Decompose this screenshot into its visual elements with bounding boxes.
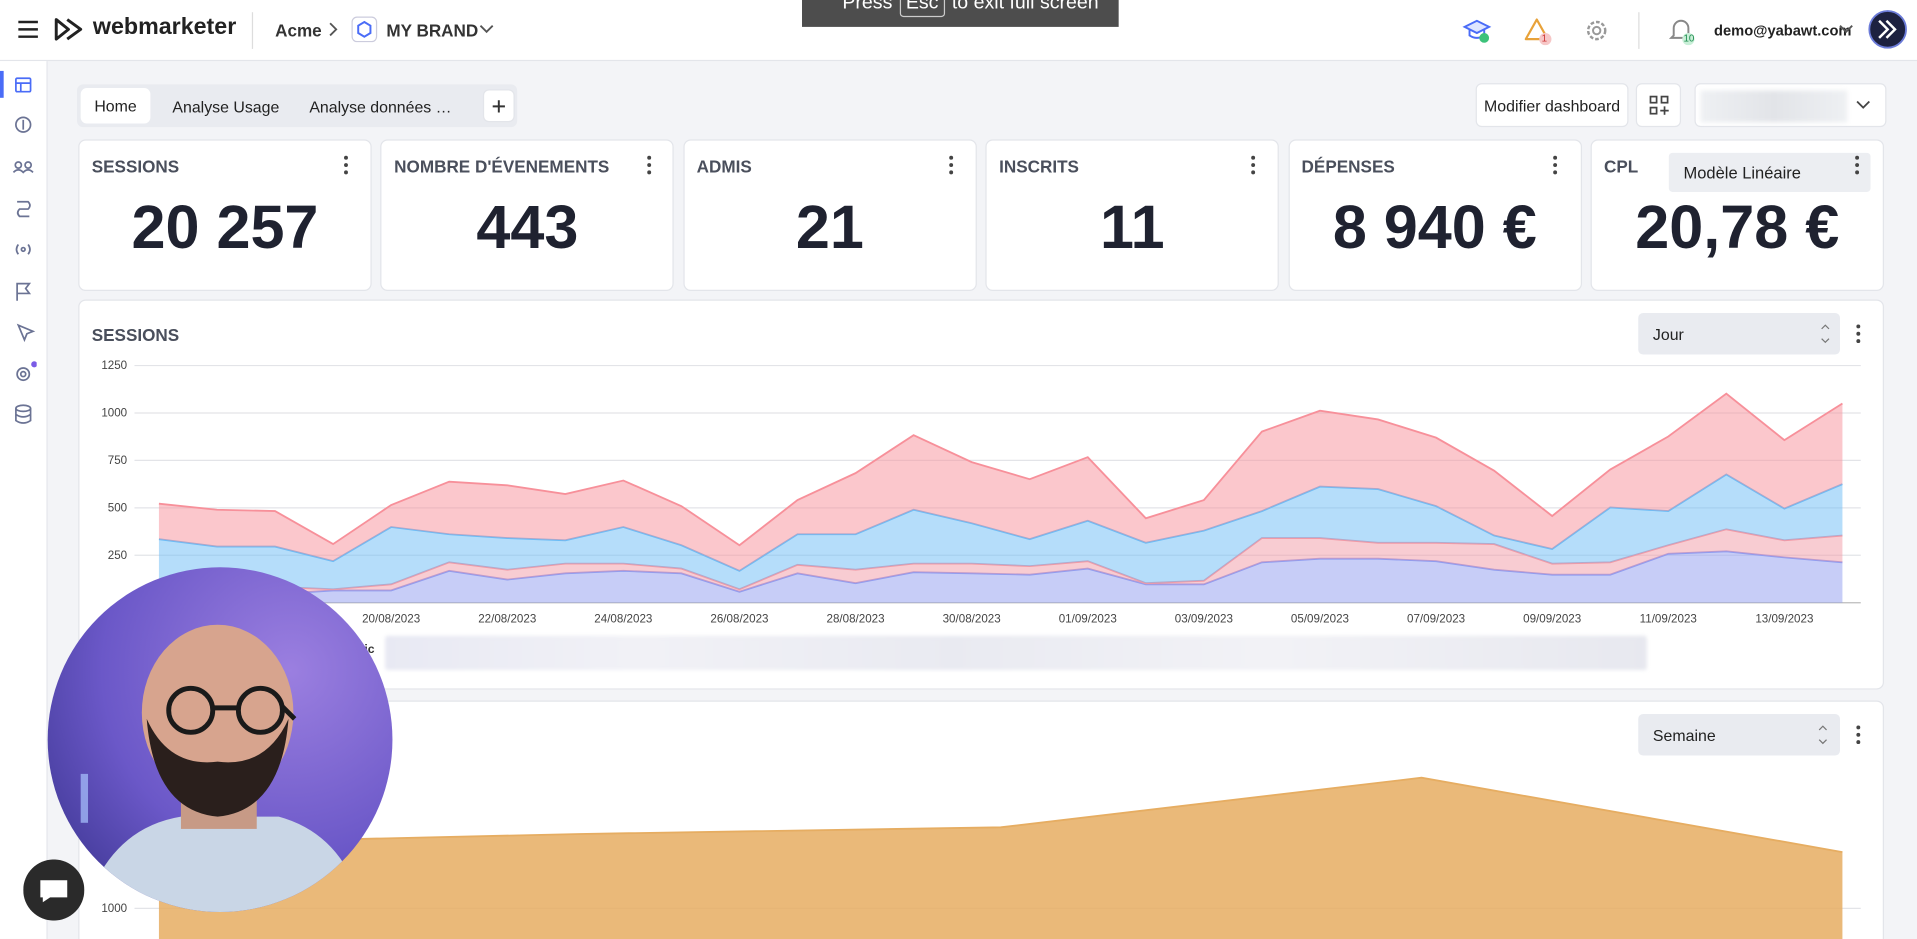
org-name[interactable]: Acme [275,20,322,41]
plus-icon [492,99,505,112]
kpi-title: INSCRITS [999,156,1079,177]
kpi-card: ADMIS 21 [683,139,977,291]
date-range-dropdown[interactable] [1694,83,1887,128]
tab[interactable]: Analyse données … [309,97,452,117]
tab[interactable]: Home [80,88,151,124]
grid-icon [1649,95,1669,115]
chart-title: SESSIONS [91,325,180,345]
brand-name[interactable]: MY BRAND [386,20,479,41]
kpi-value: 20,78 € [1635,193,1840,262]
user-email[interactable]: demo@yabawt.com [1714,22,1852,40]
area-line [158,392,1843,547]
kpi-value: 20 257 [131,193,319,262]
kpi-card: DÉPENSES 8 940 € [1288,139,1582,291]
sidebar [0,61,48,939]
menu-icon[interactable] [17,20,39,40]
kpi-value: 11 [1100,193,1165,262]
y-tick-label: 1000 [101,902,127,915]
x-tick-label: 24/08/2023 [594,612,652,625]
area-line [158,776,1843,854]
edit-dashboard-button[interactable]: Modifier dashboard [1475,83,1629,128]
chevron [479,25,494,34]
x-tick-label: 30/08/2023 [943,612,1001,625]
brand: webmarketer [92,14,237,41]
webcam-overlay [47,567,393,913]
kpi-card: SESSIONS 20 257 [78,139,372,291]
area [158,393,1843,571]
area [158,777,1843,939]
x-tick-label: 07/09/2023 [1407,612,1465,625]
x-tick-label: 09/09/2023 [1523,612,1581,625]
x-tick-label: 11/09/2023 [1640,612,1697,625]
kpi-value: 443 [476,193,579,262]
area [158,529,1843,595]
settings-icon[interactable] [1584,18,1608,42]
kpi-card: NOMBRE D'ÉVENEMENTS 443 [380,139,675,291]
alert-icon[interactable] [1523,16,1552,46]
kpi-title: SESSIONS [91,156,180,177]
active-indicator [0,70,4,98]
x-tick-label: 05/09/2023 [1291,612,1349,625]
kpi-value: 21 [795,193,864,262]
notice-text: to exit full screen [951,0,1099,14]
legend-fragment: ic [364,643,375,657]
notice-text: Press Esc to exit full screen [842,0,1099,18]
chevron [1856,100,1870,109]
widget-button[interactable] [1635,83,1682,128]
x-tick-label: 01/09/2023 [1059,612,1117,625]
tooltip: Modèle Linéaire [1668,152,1871,192]
area [158,551,1843,603]
logo-icon [54,18,83,41]
chat-button[interactable] [23,859,85,921]
academy-icon[interactable] [1462,16,1492,45]
x-tick-label: 20/08/2023 [362,612,420,625]
x-tick-label: 13/09/2023 [1755,612,1813,625]
chevron [329,22,338,37]
kpi-title: DÉPENSES [1301,156,1395,177]
kpi-title: CPL [1604,156,1639,177]
kpi-title: ADMIS [696,156,752,177]
period-select[interactable]: Jour [1638,312,1840,355]
tab[interactable]: Analyse Usage [172,97,280,117]
key: Esc [899,0,945,18]
sidebar-icons[interactable] [10,73,37,428]
x-tick-label: 26/08/2023 [710,612,768,625]
bell-icon[interactable] [1668,16,1697,46]
add-tab[interactable] [482,89,515,123]
notification-badge: 10 [1683,33,1695,45]
fullscreen-notice: Press Esc to exit full screen [802,0,1119,27]
y-tick-label: 500 [108,502,127,515]
x-tick-label: 28/08/2023 [826,612,884,625]
kpi-title: NOMBRE D'ÉVENEMENTS [394,156,610,177]
x-tick-label: 22/08/2023 [478,612,536,625]
divider [1638,12,1640,49]
avatar[interactable] [1868,10,1907,49]
y-tick-label: 750 [108,454,127,467]
kpi-card: INSCRITS 11 [985,139,1280,291]
y-tick-label: 250 [108,549,127,562]
y-tick-label: 1250 [101,359,127,372]
blurred-slider [385,635,1647,670]
blurred-content [1700,90,1848,123]
x-tick-label: 03/09/2023 [1175,612,1233,625]
chevron [1839,25,1853,34]
brand-icon [351,16,378,43]
notice-text: Press [842,0,893,14]
divider [251,12,254,49]
y-tick-label: 1000 [101,407,127,420]
kpi-value: 8 940 € [1332,193,1537,262]
alert-badge: 1 [1541,33,1548,45]
period-select[interactable]: Semaine [1638,713,1840,756]
tab-bar [77,84,518,128]
